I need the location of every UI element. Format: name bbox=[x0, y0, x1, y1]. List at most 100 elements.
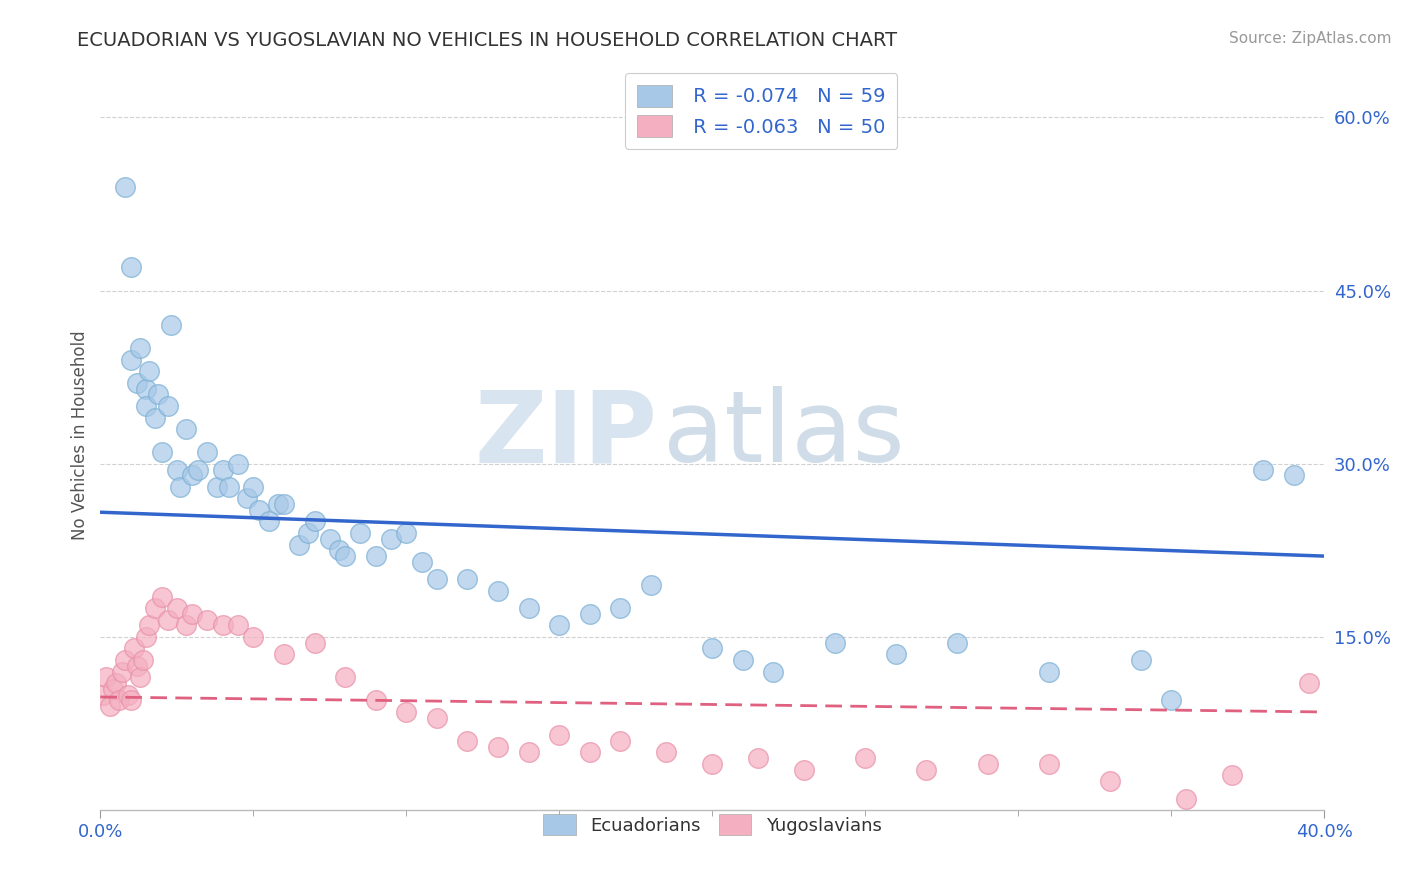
Point bbox=[548, 618, 571, 632]
Point bbox=[125, 658, 148, 673]
Point bbox=[187, 462, 209, 476]
Point bbox=[1251, 462, 1274, 476]
Point bbox=[702, 641, 724, 656]
Point bbox=[1098, 774, 1121, 789]
Point bbox=[1175, 791, 1198, 805]
Point bbox=[226, 618, 249, 632]
Point bbox=[304, 636, 326, 650]
Point bbox=[169, 480, 191, 494]
Point bbox=[486, 739, 509, 754]
Point bbox=[166, 462, 188, 476]
Point bbox=[211, 462, 233, 476]
Point bbox=[129, 670, 152, 684]
Point bbox=[288, 537, 311, 551]
Legend: Ecuadorians, Yugoslavians: Ecuadorians, Yugoslavians bbox=[536, 807, 889, 842]
Point bbox=[242, 480, 264, 494]
Point bbox=[135, 382, 157, 396]
Point bbox=[333, 549, 356, 563]
Point bbox=[226, 457, 249, 471]
Point bbox=[257, 515, 280, 529]
Y-axis label: No Vehicles in Household: No Vehicles in Household bbox=[72, 330, 89, 540]
Point bbox=[609, 601, 631, 615]
Point bbox=[129, 341, 152, 355]
Point bbox=[762, 665, 785, 679]
Point bbox=[548, 728, 571, 742]
Point bbox=[145, 410, 167, 425]
Point bbox=[218, 480, 240, 494]
Point bbox=[181, 607, 204, 621]
Point bbox=[349, 526, 371, 541]
Point bbox=[731, 653, 754, 667]
Point bbox=[249, 503, 271, 517]
Point bbox=[1160, 693, 1182, 707]
Point bbox=[101, 681, 124, 696]
Point bbox=[156, 613, 179, 627]
Point bbox=[242, 630, 264, 644]
Text: ZIP: ZIP bbox=[474, 386, 657, 483]
Point bbox=[364, 549, 387, 563]
Point bbox=[364, 693, 387, 707]
Point bbox=[111, 665, 134, 679]
Text: Source: ZipAtlas.com: Source: ZipAtlas.com bbox=[1229, 31, 1392, 46]
Point bbox=[132, 653, 155, 667]
Point bbox=[120, 260, 142, 275]
Point bbox=[328, 543, 350, 558]
Point bbox=[125, 376, 148, 390]
Point bbox=[145, 601, 167, 615]
Point bbox=[197, 445, 219, 459]
Point bbox=[426, 572, 449, 586]
Point bbox=[174, 618, 197, 632]
Point bbox=[1038, 665, 1060, 679]
Point bbox=[120, 352, 142, 367]
Point bbox=[114, 653, 136, 667]
Point bbox=[456, 572, 478, 586]
Point bbox=[1222, 768, 1244, 782]
Point bbox=[156, 399, 179, 413]
Point bbox=[640, 578, 662, 592]
Point bbox=[150, 445, 173, 459]
Point bbox=[205, 480, 228, 494]
Point bbox=[1298, 676, 1320, 690]
Point bbox=[411, 555, 433, 569]
Point bbox=[609, 734, 631, 748]
Point bbox=[824, 636, 846, 650]
Point bbox=[159, 318, 181, 333]
Point bbox=[98, 699, 121, 714]
Point bbox=[486, 583, 509, 598]
Point bbox=[456, 734, 478, 748]
Point bbox=[96, 670, 118, 684]
Point bbox=[273, 497, 295, 511]
Point bbox=[747, 751, 769, 765]
Point bbox=[181, 468, 204, 483]
Point bbox=[976, 756, 998, 771]
Point bbox=[319, 532, 342, 546]
Point bbox=[1129, 653, 1152, 667]
Point bbox=[517, 601, 540, 615]
Point bbox=[120, 693, 142, 707]
Point bbox=[174, 422, 197, 436]
Point bbox=[946, 636, 969, 650]
Point bbox=[236, 491, 259, 506]
Point bbox=[1038, 756, 1060, 771]
Point bbox=[395, 526, 418, 541]
Point bbox=[135, 630, 157, 644]
Point bbox=[1282, 468, 1305, 483]
Point bbox=[884, 647, 907, 661]
Point bbox=[135, 399, 157, 413]
Point bbox=[655, 745, 678, 759]
Point bbox=[211, 618, 233, 632]
Point bbox=[148, 387, 170, 401]
Point bbox=[702, 756, 724, 771]
Point bbox=[273, 647, 295, 661]
Point bbox=[138, 618, 160, 632]
Point bbox=[150, 590, 173, 604]
Point bbox=[517, 745, 540, 759]
Point bbox=[122, 641, 145, 656]
Point bbox=[297, 526, 319, 541]
Point bbox=[579, 745, 602, 759]
Point bbox=[395, 705, 418, 719]
Text: atlas: atlas bbox=[664, 386, 905, 483]
Point bbox=[304, 515, 326, 529]
Point bbox=[93, 688, 115, 702]
Point bbox=[138, 364, 160, 378]
